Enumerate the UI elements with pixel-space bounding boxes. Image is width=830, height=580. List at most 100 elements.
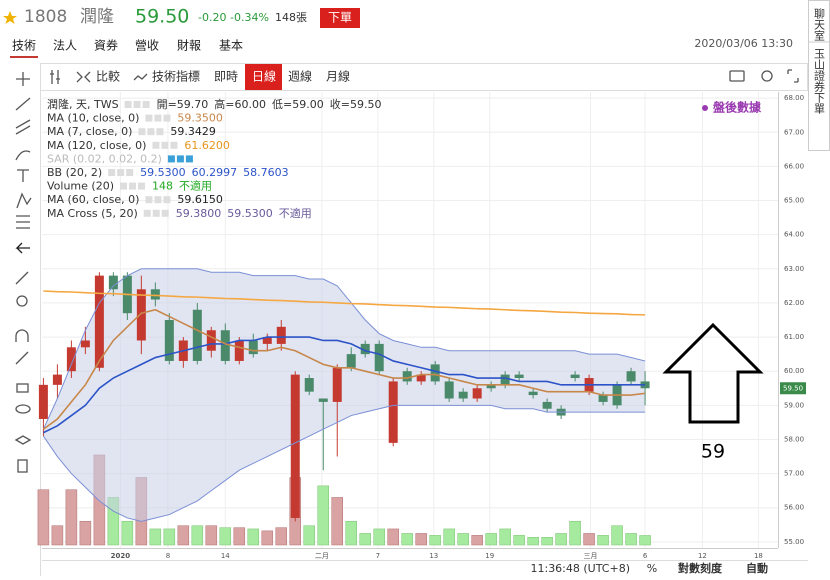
- legend-label: Volume (20): [47, 180, 114, 193]
- stock-code: 1808: [24, 7, 67, 27]
- volume-bar: [569, 520, 581, 546]
- change-pct: -0.34%: [230, 11, 269, 24]
- legend-button[interactable]: [152, 141, 160, 149]
- legend-button[interactable]: [156, 128, 164, 136]
- legend-button[interactable]: [163, 114, 171, 122]
- legend-button[interactable]: [163, 196, 171, 204]
- legend-button[interactable]: [126, 169, 134, 176]
- toolbar: [40, 63, 808, 91]
- legend-value: 60.2997: [192, 166, 238, 179]
- candle-body: [402, 371, 412, 382]
- drawing-tools[interactable]: [14, 72, 32, 473]
- price-tag-label: 59.50: [783, 384, 803, 392]
- legend-button[interactable]: [152, 209, 160, 217]
- x-tick-label: 13: [429, 552, 438, 560]
- candle-body: [388, 381, 398, 443]
- legend-value: 不適用: [179, 179, 212, 193]
- legend-button[interactable]: [129, 182, 136, 190]
- legend-value: 59.5300: [140, 166, 186, 179]
- legend-button[interactable]: [170, 141, 178, 149]
- volume: 148張: [275, 11, 307, 24]
- tab[interactable]: 法人: [53, 39, 77, 53]
- legend-button[interactable]: [147, 128, 155, 136]
- legend-button[interactable]: [161, 209, 169, 217]
- legend-button[interactable]: [143, 209, 151, 217]
- legend-button[interactable]: [138, 182, 145, 190]
- after-hours[interactable]: 盤後數據: [712, 100, 762, 115]
- volume-bar: [247, 528, 260, 546]
- legend-button[interactable]: [145, 114, 153, 122]
- candle-body: [52, 374, 62, 385]
- volume-bar: [443, 528, 455, 546]
- compare[interactable]: 比較: [96, 69, 120, 84]
- interval[interactable]: 日線: [252, 69, 276, 84]
- interval[interactable]: 週線: [288, 69, 312, 84]
- tab[interactable]: 財報: [177, 38, 201, 53]
- volume-bar: [65, 489, 78, 546]
- volume-bar: [625, 533, 637, 546]
- legend-button[interactable]: [133, 101, 141, 108]
- candle-body: [262, 337, 272, 344]
- legend-button[interactable]: [108, 169, 116, 176]
- percent-toggle[interactable]: %: [647, 562, 657, 575]
- candle-body: [598, 395, 608, 402]
- legend-button[interactable]: [185, 155, 193, 163]
- legend-value: 不適用: [279, 206, 312, 220]
- volume-bar: [177, 525, 190, 546]
- candle-body: [332, 367, 342, 402]
- intervals: 即時 日線 週線 月線: [214, 64, 350, 90]
- candle-body: [570, 374, 580, 379]
- tab[interactable]: 基本: [219, 39, 243, 53]
- interval[interactable]: 即時: [214, 70, 238, 84]
- volume-bar: [471, 535, 483, 546]
- favorite-star[interactable]: [3, 11, 17, 24]
- volume-bar: [233, 527, 246, 546]
- legend-value: 59.3800: [176, 207, 222, 220]
- settings-icon[interactable]: [761, 70, 773, 82]
- y-tick-label: 56.00: [784, 504, 804, 512]
- legend-label: MA Cross (5, 20): [47, 207, 138, 220]
- legend-button[interactable]: [142, 101, 150, 108]
- legend-value: 59.5300: [227, 207, 273, 220]
- volume-bar: [121, 520, 134, 546]
- fullscreen-icon[interactable]: [787, 69, 799, 83]
- candle-style-icon[interactable]: [50, 70, 60, 84]
- volume-bar: [639, 535, 651, 546]
- indicator-icon[interactable]: [133, 73, 148, 81]
- legend-button[interactable]: [124, 101, 132, 108]
- legend-button[interactable]: [138, 128, 146, 136]
- volume-bar: [79, 520, 92, 546]
- legend-button[interactable]: [176, 155, 184, 163]
- tab[interactable]: 資券: [94, 38, 118, 53]
- volume-bar: [541, 537, 553, 546]
- legend-button[interactable]: [120, 182, 127, 190]
- candle-body: [206, 330, 216, 351]
- chat-room[interactable]: 聊天室: [813, 7, 826, 41]
- tabs: 技術 法人 資券 營收 財報 基本: [12, 38, 243, 53]
- snapshot-icon[interactable]: [729, 70, 745, 82]
- compare-icon[interactable]: [76, 71, 91, 83]
- legend-button[interactable]: [161, 141, 169, 149]
- order-button-label[interactable]: 下單: [328, 11, 352, 25]
- active-interval: [245, 64, 282, 90]
- legend-button[interactable]: [154, 114, 162, 122]
- auto-toggle[interactable]: 自動: [746, 561, 768, 575]
- legend-button[interactable]: [154, 196, 162, 204]
- log-toggle[interactable]: 對數刻度: [678, 561, 723, 575]
- volume-bar: [555, 533, 567, 546]
- order-button[interactable]: [320, 8, 360, 28]
- volume-bar: [401, 533, 413, 546]
- candle-body: [192, 309, 202, 361]
- volume-bar: [51, 525, 64, 546]
- candle-body: [500, 374, 510, 385]
- tab[interactable]: 技術: [12, 39, 36, 53]
- interval[interactable]: 月線: [326, 69, 350, 84]
- legend-button[interactable]: [145, 196, 153, 204]
- y-tick-label: 66.00: [784, 162, 804, 170]
- broker-order[interactable]: 玉山證券下單: [813, 48, 826, 114]
- indicators[interactable]: 技術指標: [152, 69, 200, 84]
- legend-button[interactable]: [117, 169, 125, 176]
- tab[interactable]: 營收: [135, 39, 159, 53]
- volume-bar: [163, 528, 176, 546]
- legend-button[interactable]: [167, 155, 175, 163]
